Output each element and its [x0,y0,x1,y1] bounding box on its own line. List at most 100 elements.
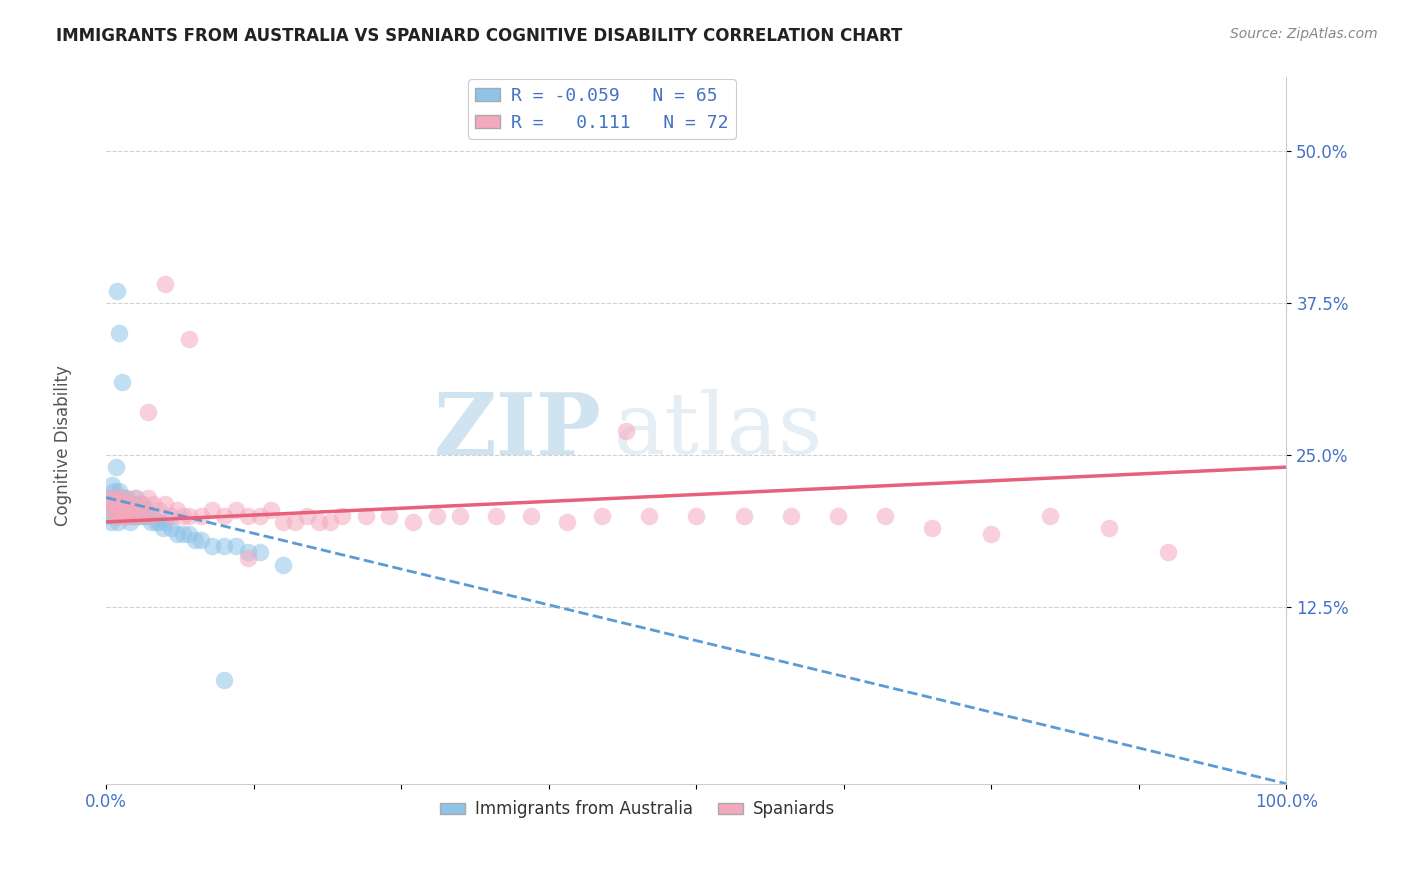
Point [177,332,200,346]
Point [104,508,127,523]
Point [104,460,127,475]
Point [201,502,224,516]
Point [103,502,125,516]
Point [160,508,183,523]
Point [118,502,141,516]
Point [105,497,128,511]
Point [733,508,755,523]
Point [155,515,177,529]
Point [117,491,139,505]
Point [128,508,150,523]
Text: ZIP: ZIP [434,389,602,473]
Point [120,502,142,516]
Point [112,491,135,505]
Point [271,515,294,529]
Legend: Immigrants from Australia, Spaniards: Immigrants from Australia, Spaniards [433,794,842,825]
Point [214,539,236,553]
Text: IMMIGRANTS FROM AUSTRALIA VS SPANIARD COGNITIVE DISABILITY CORRELATION CHART: IMMIGRANTS FROM AUSTRALIA VS SPANIARD CO… [56,27,903,45]
Point [136,508,159,523]
Point [103,491,125,505]
Point [111,497,134,511]
Point [121,508,143,523]
Point [127,508,149,523]
Point [110,502,132,516]
Point [98,508,121,523]
Point [1039,508,1062,523]
Point [118,502,141,516]
Point [172,527,194,541]
Point [131,497,153,511]
Point [114,502,136,516]
Point [142,508,165,523]
Point [97,491,120,505]
Point [214,508,236,523]
Point [104,508,127,523]
Point [118,515,141,529]
Point [111,508,134,523]
Point [249,545,271,559]
Point [107,491,129,505]
Point [136,491,159,505]
Point [114,502,136,516]
Point [101,497,124,511]
Point [132,508,155,523]
Point [117,508,139,523]
Point [103,502,125,516]
Point [485,508,508,523]
Point [124,491,146,505]
Point [685,508,707,523]
Point [330,508,353,523]
Point [980,527,1002,541]
Point [107,502,129,516]
Point [107,502,129,516]
Point [110,491,132,505]
Point [122,497,145,511]
Point [319,515,342,529]
Point [271,558,294,572]
Point [103,484,125,499]
Point [125,502,148,516]
Point [166,502,188,516]
Point [98,491,121,505]
Point [177,527,200,541]
Point [555,515,578,529]
Point [110,497,132,511]
Point [128,497,150,511]
Point [1098,521,1121,535]
Point [117,497,139,511]
Point [214,673,236,688]
Point [354,508,377,523]
Point [110,497,132,511]
Point [166,527,188,541]
Point [120,497,142,511]
Point [108,508,131,523]
Point [378,508,401,523]
Point [591,508,613,523]
Point [145,515,167,529]
Point [225,539,247,553]
Point [118,497,141,511]
Point [201,539,224,553]
Point [449,508,471,523]
Point [139,515,162,529]
Point [152,521,174,535]
Point [108,484,131,499]
Point [225,502,247,516]
Point [142,497,165,511]
Point [638,508,661,523]
Text: atlas: atlas [614,389,823,472]
Point [118,508,141,523]
Point [614,424,637,438]
Point [190,508,212,523]
Point [308,515,330,529]
Point [125,491,148,505]
Point [139,508,162,523]
Point [155,497,177,511]
Text: Source: ZipAtlas.com: Source: ZipAtlas.com [1230,27,1378,41]
Point [121,502,143,516]
Point [184,533,207,548]
Point [779,508,801,523]
Point [136,405,159,419]
Point [135,502,157,516]
Point [155,277,177,292]
